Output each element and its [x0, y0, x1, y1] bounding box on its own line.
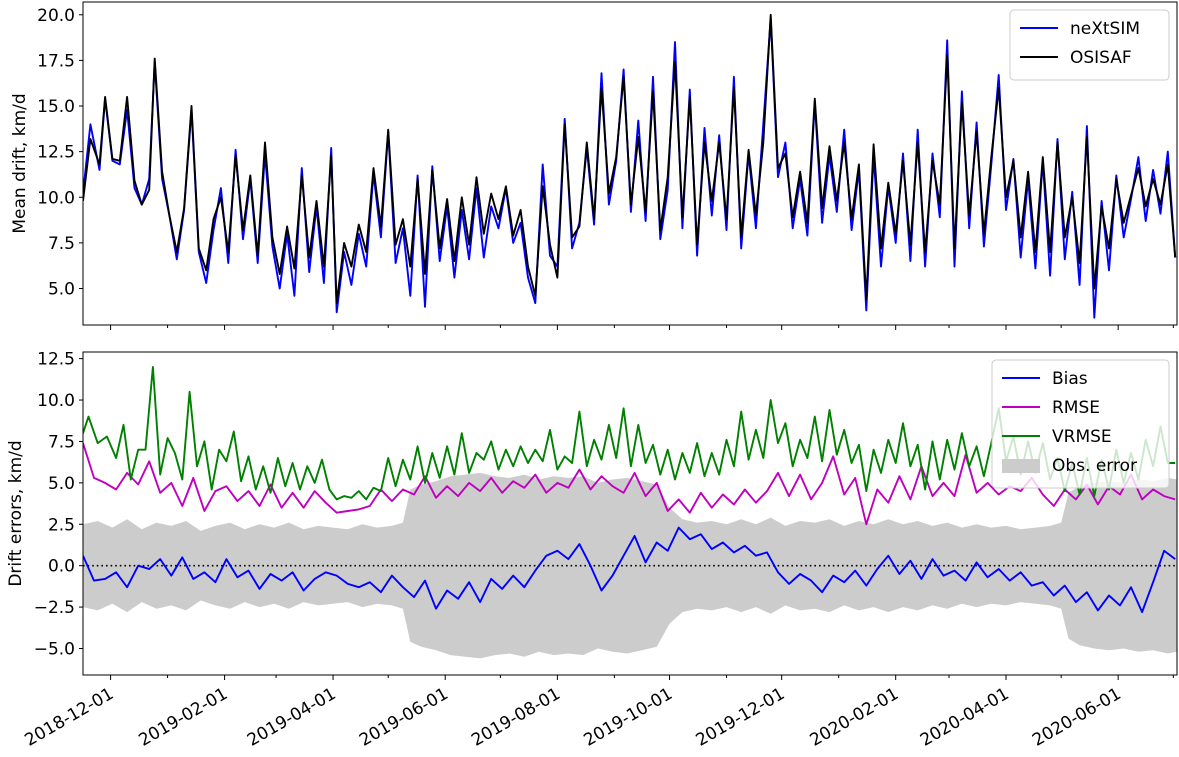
x-tick-label: 2019-10-01	[580, 684, 676, 751]
legend-label-obs-error: Obs. error	[1052, 456, 1137, 476]
x-tick-label: 2020-02-01	[807, 684, 903, 751]
legend-box	[991, 359, 1170, 489]
x-tick-label: 2019-08-01	[468, 684, 564, 751]
axes-frame	[82, 1, 1178, 326]
y-tick-label: 7.5	[48, 432, 75, 452]
series-line-bias	[83, 526, 1176, 614]
y-tick-label: 15.0	[37, 97, 75, 117]
legend-label-rmse: RMSE	[1052, 398, 1100, 418]
axes-frame	[82, 351, 1178, 676]
y-tick-label: 0.0	[48, 557, 75, 577]
legend-label-bias: Bias	[1052, 369, 1088, 389]
x-tick-label: 2020-06-01	[1029, 684, 1125, 751]
y-tick-label: 5.0	[48, 474, 75, 494]
y-tick-label: 12.5	[37, 350, 75, 370]
y-tick-label: 20.0	[37, 6, 75, 26]
y-tick-label: 12.5	[37, 143, 75, 163]
y-tick-label: 2.5	[48, 515, 75, 535]
y-tick-label: 7.5	[48, 234, 75, 254]
bottom-panel: −5.0 −2.5 0.0 2.5 5.0 7.5 10.0 12.5 2018-12-01 20…	[6, 350, 1178, 751]
x-tick-label: 2019-02-01	[136, 684, 232, 751]
x-tick-label: 2019-06-01	[356, 684, 452, 751]
y-tick-label: 17.5	[37, 51, 75, 71]
legend: Bias RMSE VRMSE Obs. error	[991, 359, 1170, 489]
legend-label-nextsim: neXtSIM	[1070, 19, 1140, 39]
y-tick-label: 5.0	[48, 280, 75, 300]
x-tick-label: 2018-12-01	[22, 684, 118, 751]
x-tick-label: 2019-12-01	[693, 684, 789, 751]
series-line-rmse	[83, 442, 1176, 526]
y-tick-label: −2.5	[34, 598, 75, 618]
obs-error-band	[83, 472, 1177, 659]
legend: neXtSIM OSISAF	[1009, 9, 1170, 81]
y-tick-label: 10.0	[37, 188, 75, 208]
top-panel: 5.0 7.5 10.0 12.5 15.0 17.5 20.0 Mean drift, km…	[10, 1, 1178, 330]
series-line-osisaf	[83, 13, 1177, 305]
x-tick-label: 2020-04-01	[917, 684, 1013, 751]
legend-swatch-obs-error	[1002, 459, 1040, 473]
y-axis-title: Mean drift, km/d	[10, 93, 30, 233]
x-tick-label: 2019-04-01	[244, 684, 340, 751]
y-tick-label: 10.0	[37, 391, 75, 411]
y-axis-title: Drift errors, km/d	[6, 440, 26, 586]
legend-label-vrmse: VRMSE	[1052, 427, 1112, 447]
y-tick-label: −5.0	[34, 639, 75, 659]
legend-label-osisaf: OSISAF	[1070, 48, 1132, 68]
plot-area	[83, 13, 1177, 319]
